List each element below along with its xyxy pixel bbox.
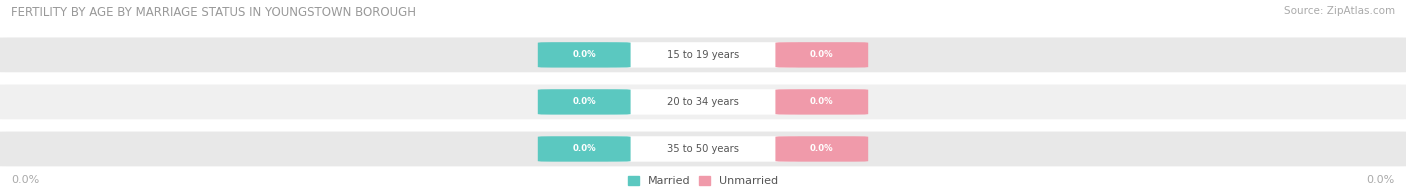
FancyBboxPatch shape [776,42,868,68]
FancyBboxPatch shape [0,84,1406,119]
FancyBboxPatch shape [609,136,799,162]
FancyBboxPatch shape [0,132,1406,166]
Legend: Married, Unmarried: Married, Unmarried [626,174,780,189]
FancyBboxPatch shape [609,89,799,115]
FancyBboxPatch shape [776,89,868,115]
Text: 0.0%: 0.0% [572,144,596,153]
FancyBboxPatch shape [537,42,630,68]
Text: 0.0%: 0.0% [572,97,596,106]
Text: 15 to 19 years: 15 to 19 years [666,50,740,60]
Text: 20 to 34 years: 20 to 34 years [666,97,740,107]
Text: 0.0%: 0.0% [810,50,834,59]
Text: 0.0%: 0.0% [11,175,39,185]
Text: Source: ZipAtlas.com: Source: ZipAtlas.com [1284,6,1395,16]
FancyBboxPatch shape [0,37,1406,72]
Text: 0.0%: 0.0% [810,144,834,153]
Text: 35 to 50 years: 35 to 50 years [666,144,740,154]
FancyBboxPatch shape [776,136,868,162]
Text: 0.0%: 0.0% [1367,175,1395,185]
Text: 0.0%: 0.0% [810,97,834,106]
Text: 0.0%: 0.0% [572,50,596,59]
FancyBboxPatch shape [537,89,630,115]
FancyBboxPatch shape [609,42,799,68]
Text: FERTILITY BY AGE BY MARRIAGE STATUS IN YOUNGSTOWN BOROUGH: FERTILITY BY AGE BY MARRIAGE STATUS IN Y… [11,6,416,19]
FancyBboxPatch shape [537,136,630,162]
